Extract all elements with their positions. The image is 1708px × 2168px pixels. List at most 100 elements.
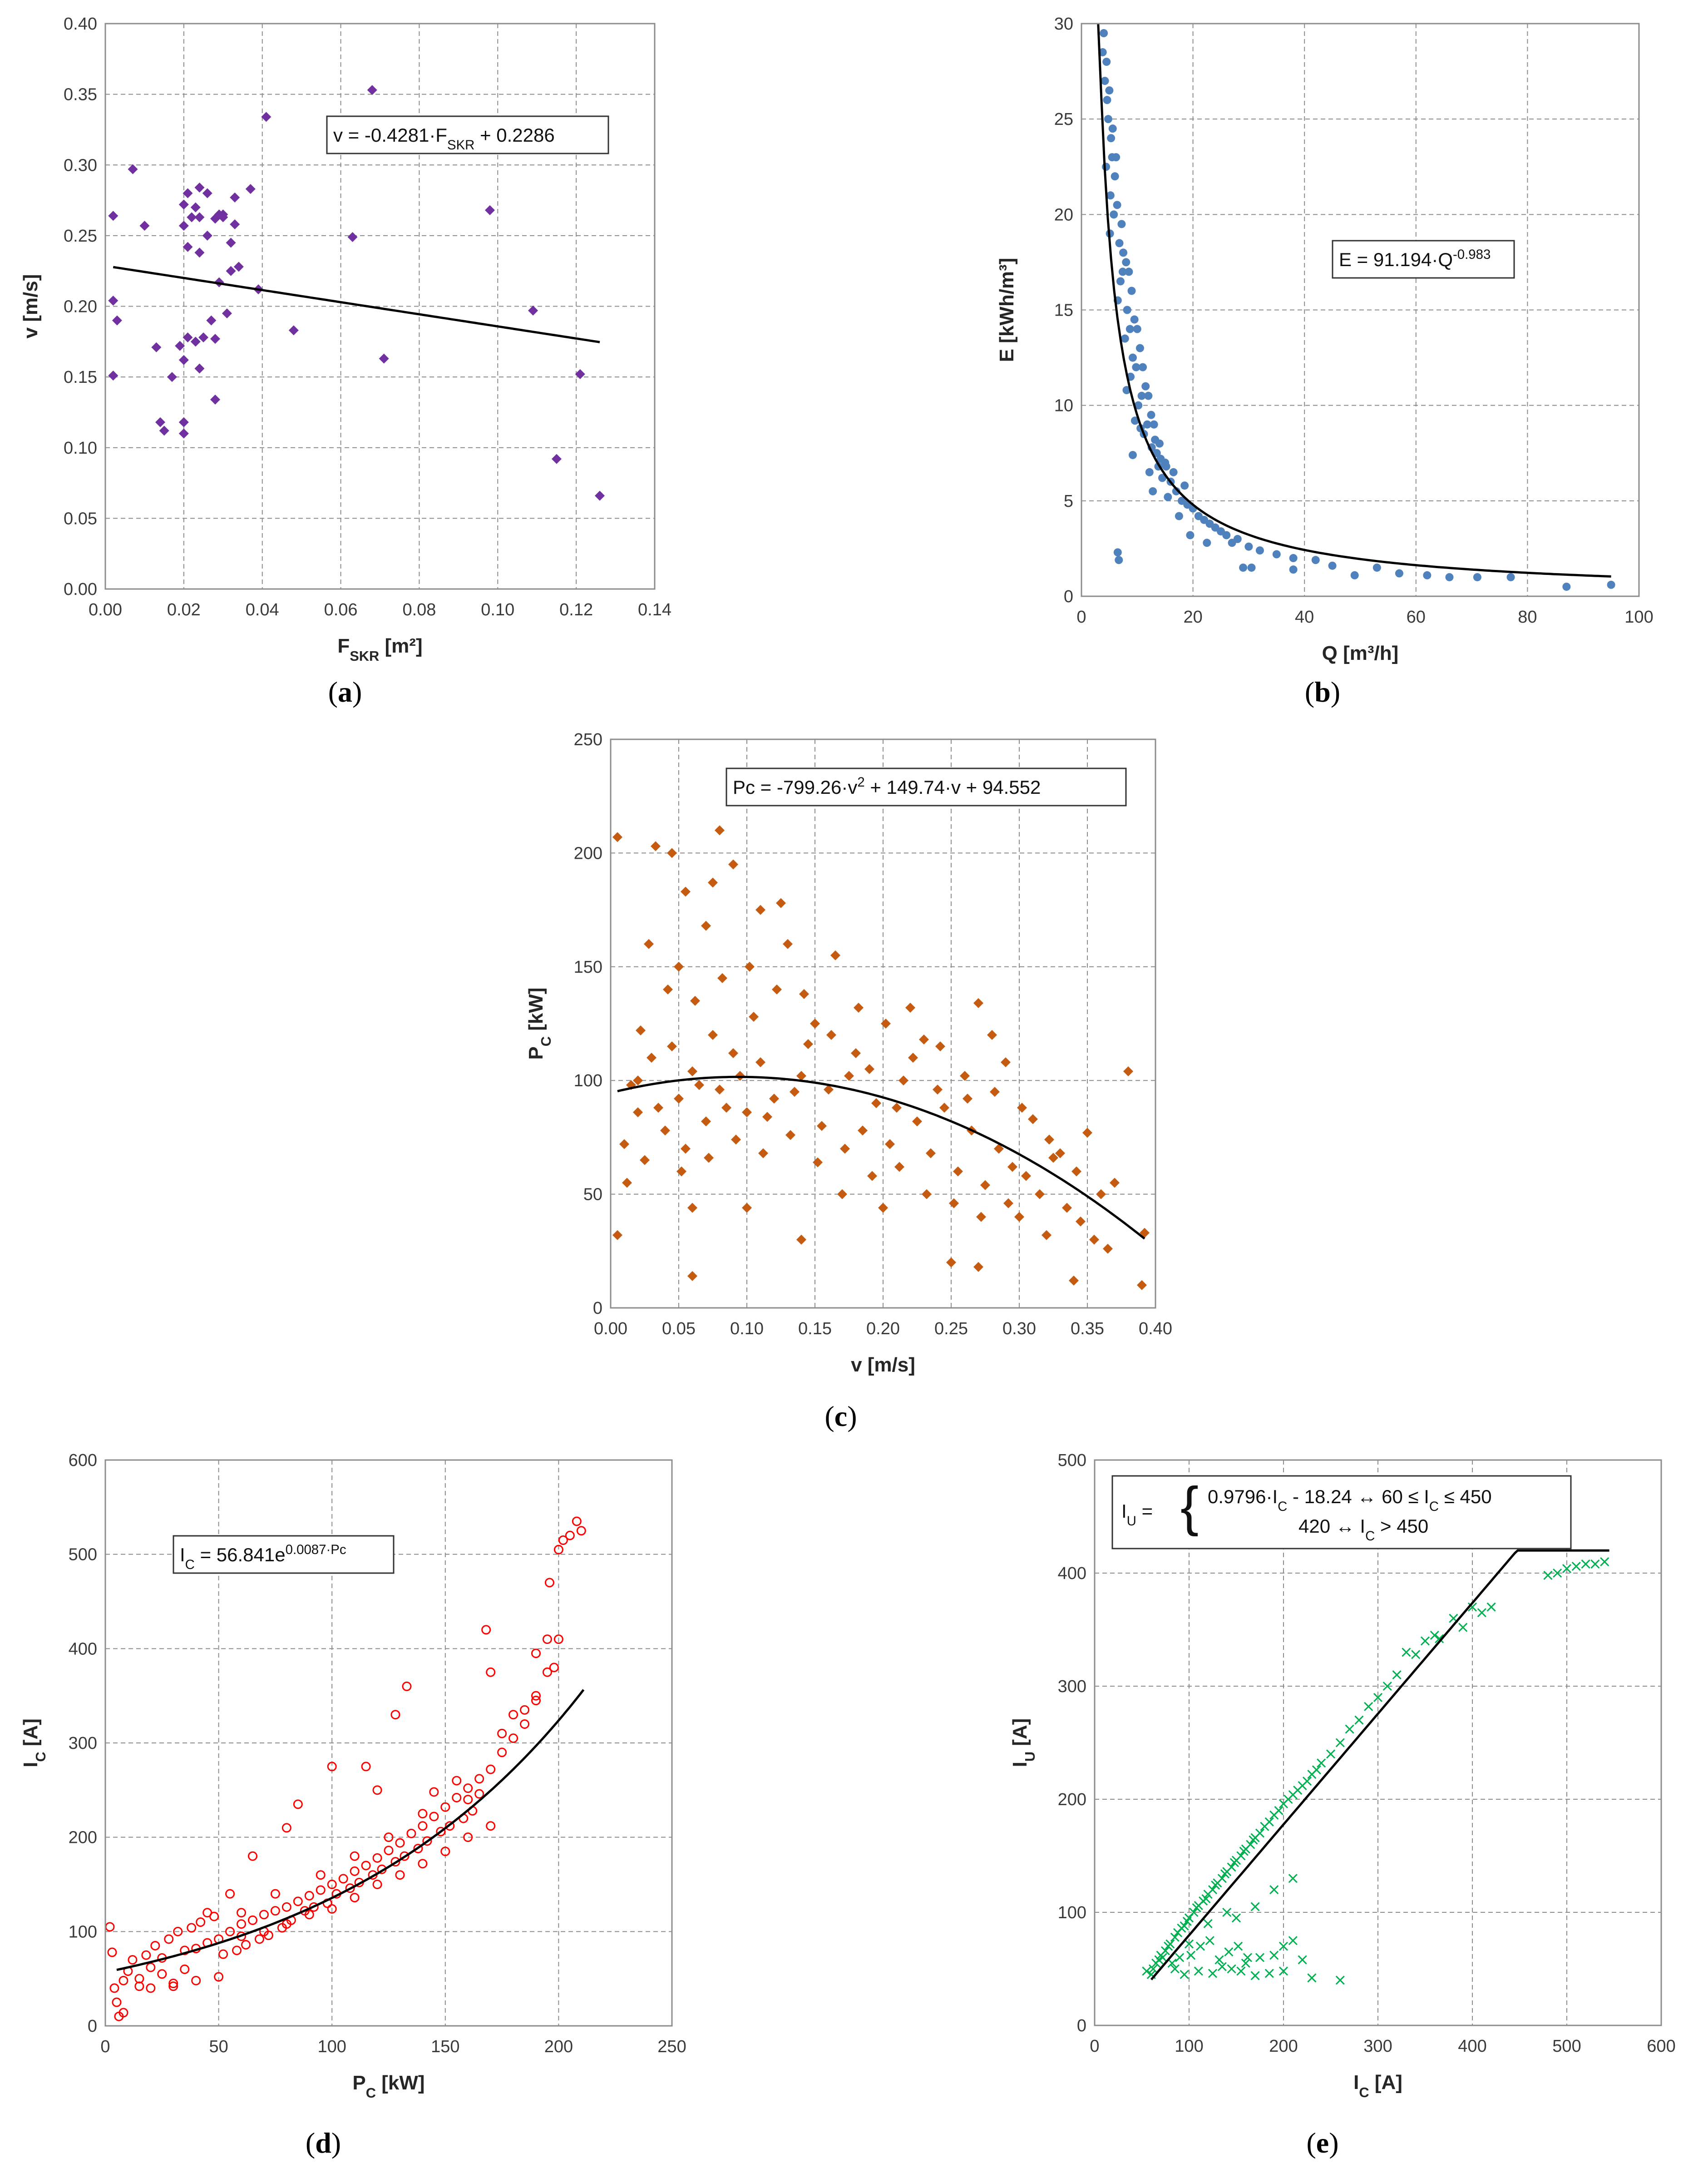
- data-point: [245, 184, 256, 194]
- data-point: [933, 1084, 943, 1095]
- data-point: [871, 1098, 881, 1109]
- data-point: [508, 1733, 518, 1743]
- data-point: [486, 1764, 496, 1774]
- x-axis-title: v [m/s]: [851, 1354, 915, 1376]
- data-point: [565, 1530, 575, 1540]
- x-tick-label: 100: [1624, 608, 1653, 627]
- data-point: [440, 1802, 450, 1812]
- chart-d: 0 50 100 150 200 250 0 100 200 300 400 500 600 IC = 5…: [20, 1451, 686, 2159]
- data-point: [150, 1940, 160, 1950]
- y-tick-label: 20: [1054, 205, 1073, 224]
- data-point: [612, 832, 622, 842]
- data-point: [1214, 1955, 1224, 1965]
- data-point: [939, 1103, 949, 1113]
- data-point: [1125, 267, 1133, 276]
- trendline: [1097, 23, 1611, 578]
- plot-area: [104, 23, 656, 590]
- y-tick-label: 0.35: [64, 85, 97, 104]
- equation-box: [326, 115, 609, 154]
- data-point: [241, 1940, 251, 1950]
- data-point: [1106, 191, 1115, 200]
- data-point: [813, 1157, 823, 1168]
- y-axis-title: IC [A]: [20, 1718, 49, 1767]
- data-point: [191, 1975, 201, 1985]
- data-point: [180, 1964, 190, 1974]
- data-point: [277, 1923, 287, 1933]
- data-point: [810, 1019, 820, 1029]
- data-point: [681, 1143, 691, 1154]
- data-point: [327, 1762, 337, 1772]
- data-point: [1227, 1862, 1236, 1872]
- data-point: [1110, 1178, 1120, 1188]
- data-point: [704, 1153, 714, 1163]
- data-point: [1180, 1921, 1189, 1930]
- data-point: [118, 1975, 128, 1985]
- y-tick-label: 0: [593, 1299, 602, 1318]
- x-tick-label: 0: [1076, 608, 1086, 627]
- data-point: [1152, 449, 1161, 457]
- data-point: [367, 85, 377, 95]
- data-point: [400, 1851, 410, 1861]
- data-point: [1590, 1559, 1600, 1569]
- data-point: [194, 183, 205, 193]
- data-point: [1243, 1953, 1253, 1962]
- y-tick-label: 400: [69, 1639, 97, 1658]
- data-point: [1264, 1817, 1274, 1826]
- data-point: [183, 188, 193, 198]
- data-point: [1382, 1681, 1392, 1691]
- data-point: [1571, 1561, 1581, 1571]
- data-point: [837, 1189, 847, 1199]
- equation-box: [1111, 1475, 1572, 1549]
- data-point: [218, 1949, 228, 1959]
- data-point: [919, 1035, 929, 1045]
- chart-b: 0 20 40 60 80 100 0 5 10 15 20 25 30 E = 91.194·Q-0.9…: [996, 15, 1654, 708]
- data-point: [1035, 1189, 1045, 1199]
- data-point: [1222, 1907, 1232, 1917]
- data-point: [338, 1874, 348, 1884]
- x-tick-label: 0.02: [167, 600, 201, 619]
- y-tick-label: 500: [1058, 1451, 1086, 1470]
- data-point: [128, 1955, 138, 1965]
- data-point: [187, 212, 197, 223]
- data-point: [619, 1139, 629, 1149]
- y-tick-label: 0.10: [64, 439, 97, 458]
- data-point: [222, 308, 232, 319]
- data-point: [1255, 1953, 1265, 1962]
- data-point: [1128, 450, 1137, 459]
- data-point: [159, 426, 169, 436]
- data-point: [1195, 1941, 1205, 1951]
- y-tick-label: 5: [1064, 492, 1073, 511]
- y-tick-label: 100: [69, 1922, 97, 1941]
- data-point: [653, 1103, 663, 1113]
- equation-line1: 0.9796·IC - 18.24 ↔ 60 ≤ IC ≤ 450: [1208, 1486, 1492, 1514]
- data-point: [178, 199, 189, 210]
- data-point: [660, 1125, 670, 1136]
- data-point: [402, 1681, 412, 1691]
- x-tick-label: 200: [1269, 2037, 1298, 2056]
- data-point: [960, 1071, 970, 1081]
- data-point: [935, 1041, 945, 1052]
- data-point: [1130, 416, 1139, 425]
- data-point: [422, 1836, 432, 1846]
- data-point: [1102, 163, 1111, 171]
- data-point: [1194, 1966, 1203, 1976]
- data-point: [755, 905, 765, 915]
- data-point: [1312, 1765, 1321, 1775]
- y-tick-label: 0: [88, 2017, 97, 2036]
- y-tick-label: 0.30: [64, 156, 97, 175]
- data-point: [558, 1535, 568, 1545]
- data-point: [1274, 1806, 1283, 1815]
- data-point: [300, 1906, 310, 1916]
- data-point: [230, 192, 240, 203]
- data-point: [418, 1809, 428, 1819]
- data-point: [1170, 1932, 1180, 1942]
- data-point: [497, 1728, 507, 1738]
- data-point: [1231, 1913, 1241, 1923]
- x-tick-label: 0.35: [1071, 1319, 1104, 1338]
- data-point: [1103, 1243, 1113, 1254]
- data-point: [905, 1002, 915, 1013]
- data-point: [531, 1696, 541, 1706]
- data-point: [783, 939, 793, 949]
- data-point: [1279, 1966, 1288, 1976]
- data-point: [1562, 582, 1571, 591]
